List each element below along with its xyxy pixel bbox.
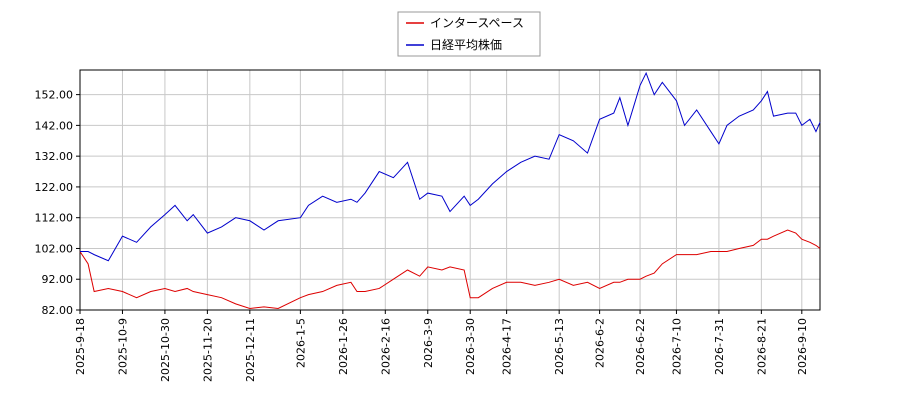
x-tick-label: 2026-3-9 xyxy=(422,318,435,368)
y-tick-label: 112.00 xyxy=(35,212,74,225)
x-tick-label: 2025-12-11 xyxy=(244,318,257,382)
x-tick-label: 2026-7-31 xyxy=(713,318,726,375)
x-tick-label: 2026-7-10 xyxy=(670,318,683,375)
y-tick-label: 82.00 xyxy=(42,304,74,317)
x-tick-label: 2026-1-5 xyxy=(294,318,307,368)
x-tick-label: 2026-6-22 xyxy=(634,318,647,375)
x-tick-label: 2026-1-26 xyxy=(337,318,350,375)
y-tick-label: 152.00 xyxy=(35,89,74,102)
plot-frame xyxy=(79,69,821,311)
x-tick-label: 2026-9-10 xyxy=(796,318,809,375)
legend-box xyxy=(397,11,541,57)
x-tick-label: 2026-2-16 xyxy=(379,318,392,375)
x-tick-label: 2025-10-9 xyxy=(116,318,129,375)
y-tick-label: 102.00 xyxy=(35,242,74,255)
y-tick-label: 142.00 xyxy=(35,119,74,132)
x-tick-label: 2026-8-21 xyxy=(755,318,768,375)
x-tick-label: 2026-6-2 xyxy=(594,318,607,368)
legend-label: インタースペース xyxy=(430,16,524,30)
x-tick-label: 2026-3-30 xyxy=(464,318,477,375)
x-tick-label: 2025-9-18 xyxy=(74,318,87,375)
y-tick-label: 132.00 xyxy=(35,150,74,163)
y-tick-label: 122.00 xyxy=(35,181,74,194)
legend-label: 日経平均株価 xyxy=(430,37,502,52)
x-tick-label: 2025-10-30 xyxy=(159,318,172,382)
x-tick-label: 2026-5-13 xyxy=(553,318,566,375)
x-tick-label: 2026-4-17 xyxy=(501,318,514,375)
series-line xyxy=(79,229,821,309)
series-line xyxy=(80,71,821,262)
x-tick-label: 2025-11-20 xyxy=(201,318,214,382)
y-tick-label: 92.00 xyxy=(42,273,74,286)
